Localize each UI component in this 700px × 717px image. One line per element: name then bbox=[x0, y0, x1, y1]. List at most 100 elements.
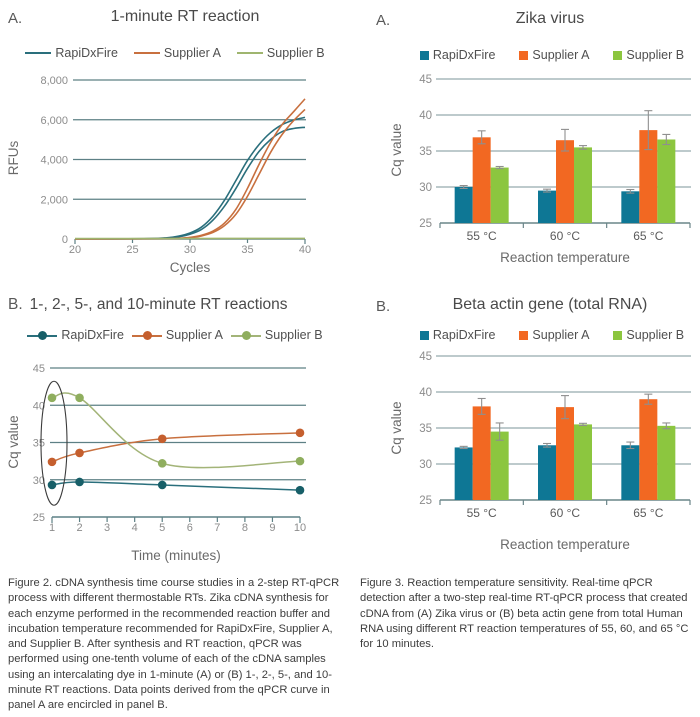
data-point-rapidxfire bbox=[75, 477, 84, 487]
x-tick-label: 2 bbox=[76, 522, 82, 534]
bar-supplier-b bbox=[657, 425, 676, 500]
figure2-panel-b: B. 1-, 2-, 5-, and 10-minute RT reaction… bbox=[0, 290, 350, 578]
x-axis-label-temp-b: Reaction temperature bbox=[500, 537, 630, 552]
y-tick-label: 25 bbox=[419, 495, 432, 507]
legend-label: Supplier A bbox=[163, 46, 221, 60]
x-tick-label: 8 bbox=[242, 522, 248, 534]
y-tick-label: 35 bbox=[33, 438, 45, 450]
data-point-supplier-b bbox=[295, 456, 305, 466]
legend-square-swatch bbox=[519, 330, 529, 340]
legend-item-rapidxfire: RapiDxFire bbox=[25, 46, 118, 60]
x-tick-label: 35 bbox=[241, 244, 253, 256]
panel-label-a2: A. bbox=[376, 12, 391, 29]
figure3-panel-b: B. Beta actin gene (total RNA) RapiDxFir… bbox=[350, 290, 700, 578]
bar-supplier-b bbox=[574, 147, 592, 223]
legend-item-rapidxfire: RapiDxFire bbox=[419, 328, 496, 342]
y-tick-label: 45 bbox=[419, 74, 432, 86]
x-tick-label: 7 bbox=[214, 522, 220, 534]
series-curve-rapidxfire bbox=[74, 116, 306, 240]
bar-supplier-a bbox=[639, 130, 658, 223]
chart-title-beta-actin: Beta actin gene (total RNA) bbox=[452, 296, 648, 313]
category-label: 60 °C bbox=[550, 506, 580, 520]
chart-title-1min-rt: 1-minute RT reaction bbox=[110, 8, 260, 25]
y-axis-label-cq-fig2b: Cq value bbox=[6, 415, 21, 469]
y-tick-label: 30 bbox=[419, 182, 432, 194]
legend-fig3b: RapiDxFire Supplier A Supplier B bbox=[410, 328, 694, 342]
legend-line-dot-swatch bbox=[27, 330, 58, 340]
legend-line-swatch bbox=[25, 52, 52, 54]
legend-label: Supplier B bbox=[264, 328, 323, 342]
category-label: 65 °C bbox=[633, 506, 663, 520]
y-tick-label: 45 bbox=[33, 363, 45, 375]
y-tick-label: 4,000 bbox=[40, 155, 68, 167]
legend-square-swatch bbox=[419, 50, 429, 60]
bar-rapidxfire bbox=[621, 445, 640, 500]
bar-rapidxfire bbox=[538, 190, 556, 223]
x-tick-label: 9 bbox=[269, 522, 275, 534]
y-tick-label: 8,000 bbox=[40, 75, 68, 87]
y-tick-label: 45 bbox=[419, 351, 432, 363]
annotation-ellipse bbox=[40, 380, 68, 506]
data-point-rapidxfire bbox=[47, 480, 57, 490]
x-tick-label: 6 bbox=[187, 522, 193, 534]
y-tick-label: 40 bbox=[33, 400, 45, 412]
legend-item-supplier-b: Supplier B bbox=[613, 328, 684, 342]
bar-chart-fig3a: 25 30 35 40 45 55 °C 60 °C 65 °C bbox=[419, 74, 691, 243]
legend-line-dot-swatch bbox=[230, 330, 261, 340]
x-tick-label: 25 bbox=[126, 244, 138, 256]
legend-item-rapidxfire: RapiDxFire bbox=[27, 328, 124, 342]
y-tick-label: 35 bbox=[419, 146, 432, 158]
bar-rapidxfire bbox=[454, 187, 473, 223]
chart-title-time-course: 1-, 2-, 5-, and 10-minute RT reactions bbox=[29, 296, 288, 313]
legend-label: RapiDxFire bbox=[55, 46, 118, 60]
y-tick-label: 35 bbox=[419, 423, 432, 435]
data-point-supplier-a bbox=[157, 434, 167, 444]
data-point-supplier-a bbox=[75, 448, 84, 458]
legend-line-dot-swatch bbox=[131, 330, 162, 340]
bar-supplier-a bbox=[472, 137, 491, 223]
legend-item-supplier-a: Supplier A bbox=[519, 48, 589, 62]
figure2-panel-a: A. 1-minute RT reaction RapiDxFire Suppli… bbox=[0, 0, 350, 290]
y-tick-label: 30 bbox=[33, 475, 45, 487]
legend-item-rapidxfire: RapiDxFire bbox=[419, 48, 496, 62]
data-point-supplier-a bbox=[295, 428, 305, 438]
figure2-caption: Figure 2. cDNA synthesis time course stu… bbox=[8, 577, 340, 712]
legend-label: Supplier A bbox=[165, 328, 223, 342]
y-axis-label-cq-fig3a: Cq value bbox=[389, 123, 404, 177]
panel-label-b: B. bbox=[8, 296, 23, 313]
figure3-caption: Figure 3. Reaction temperature sensitivi… bbox=[360, 577, 689, 651]
y-tick-label: 40 bbox=[419, 110, 432, 122]
legend-fig2b: RapiDxFire Supplier A Supplier B bbox=[0, 328, 350, 342]
category-label: 60 °C bbox=[550, 229, 580, 243]
bar-supplier-b bbox=[490, 167, 509, 223]
legend-label: RapiDxFire bbox=[432, 328, 496, 342]
y-tick-label: 30 bbox=[419, 459, 432, 471]
x-tick-label: 10 bbox=[294, 522, 306, 534]
data-point-supplier-b bbox=[75, 393, 84, 403]
panel-b-header: B. 1-, 2-, 5-, and 10-minute RT reaction… bbox=[8, 296, 288, 314]
y-tick-label: 0 bbox=[62, 234, 68, 246]
x-axis-label-time: Time (minutes) bbox=[131, 548, 221, 563]
series-line-rapidxfire bbox=[51, 481, 301, 491]
category-label: 55 °C bbox=[467, 229, 497, 243]
legend-item-supplier-a: Supplier A bbox=[133, 46, 221, 60]
data-point-rapidxfire bbox=[157, 480, 167, 490]
legend-fig3a: RapiDxFire Supplier A Supplier B bbox=[410, 48, 694, 62]
x-tick-label: 20 bbox=[69, 244, 81, 256]
legend-square-swatch bbox=[613, 330, 623, 340]
legend-label: Supplier B bbox=[266, 46, 325, 60]
y-axis-label-cq-fig3b: Cq value bbox=[389, 401, 404, 455]
bar-supplier-a bbox=[556, 140, 574, 223]
data-point-supplier-a bbox=[47, 457, 57, 467]
bar-supplier-a bbox=[639, 399, 658, 500]
legend-label: RapiDxFire bbox=[61, 328, 124, 342]
series-line-supplier-a bbox=[51, 432, 301, 463]
legend-line-swatch bbox=[133, 52, 160, 54]
panel-label-b2: B. bbox=[376, 298, 391, 315]
bar-rapidxfire bbox=[621, 191, 640, 223]
legend-label: RapiDxFire bbox=[432, 48, 496, 62]
data-point-rapidxfire bbox=[295, 485, 305, 495]
legend-item-supplier-a: Supplier A bbox=[519, 328, 589, 342]
